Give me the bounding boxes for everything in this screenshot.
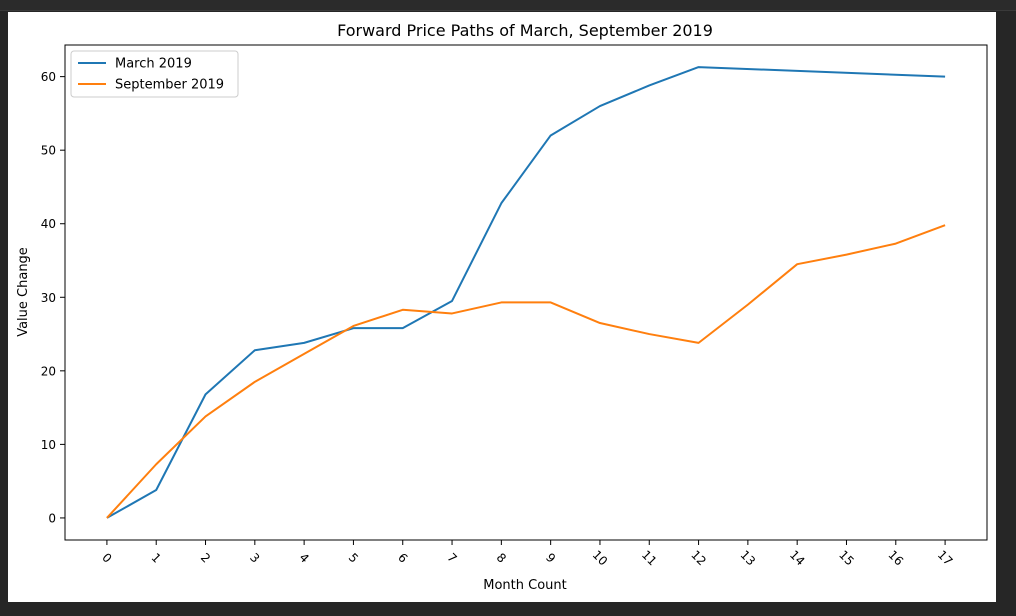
y-tick-label: 10 — [41, 438, 56, 452]
x-tick-label: 12 — [688, 548, 709, 569]
y-tick-label: 20 — [41, 364, 56, 378]
x-tick-label: 0 — [99, 550, 114, 565]
x-axis: 0 1 2 3 4 5 6 7 8 9 10 11 12 13 14 15 16 17 — [99, 540, 955, 568]
x-axis-label: Month Count — [483, 578, 566, 593]
y-tick-label: 0 — [48, 511, 56, 525]
y-axis: 0 10 20 30 40 50 60 — [41, 70, 65, 525]
x-tick-label: 13 — [738, 548, 759, 569]
x-tick-label: 14 — [787, 548, 808, 569]
x-tick-label: 4 — [296, 550, 311, 565]
series-line-march-2019 — [106, 66, 946, 519]
y-tick-label: 50 — [41, 144, 56, 158]
plot-frame — [64, 44, 988, 541]
x-tick-label: 9 — [543, 550, 558, 565]
x-tick-label: 11 — [639, 548, 660, 569]
x-tick-label: 6 — [395, 550, 410, 565]
y-tick-label: 60 — [41, 70, 56, 84]
y-axis-label: Value Change — [16, 247, 31, 337]
x-tick-label: 17 — [935, 548, 956, 569]
series-layer — [106, 66, 946, 519]
legend-label-march-2019: March 2019 — [115, 57, 192, 72]
x-tick-label: 10 — [590, 548, 611, 569]
y-tick-label: 40 — [41, 217, 56, 231]
x-tick-label: 8 — [494, 550, 509, 565]
line-chart: Forward Price Paths of March, September … — [16, 21, 988, 593]
x-tick-label: 2 — [198, 550, 213, 565]
figure-canvas: Forward Price Paths of March, September … — [8, 12, 996, 602]
x-tick-label: 5 — [346, 550, 361, 565]
y-tick-label: 30 — [41, 291, 56, 305]
x-tick-label: 7 — [444, 550, 459, 565]
x-tick-label: 16 — [885, 548, 906, 569]
x-tick-label: 3 — [247, 550, 262, 565]
window-top-strip — [0, 0, 1016, 11]
x-tick-label: 1 — [149, 550, 164, 565]
series-line-september-2019 — [106, 224, 946, 519]
x-tick-label: 15 — [836, 548, 857, 569]
legend: March 2019 September 2019 — [70, 50, 239, 98]
legend-box — [70, 50, 239, 98]
legend-label-september-2019: September 2019 — [115, 78, 224, 93]
plot-area — [64, 44, 988, 541]
chart-title: Forward Price Paths of March, September … — [337, 21, 713, 40]
